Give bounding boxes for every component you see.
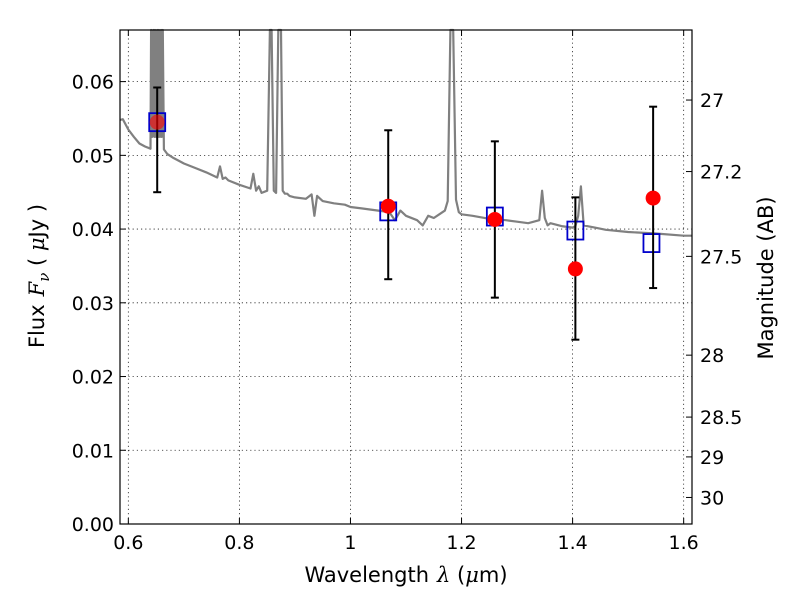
observed-flux-point bbox=[380, 198, 396, 214]
y2-tick-label: 28 bbox=[700, 345, 724, 367]
y2-tick-label: 27.5 bbox=[700, 246, 742, 268]
y-tick-label: 0.00 bbox=[72, 514, 114, 536]
y-tick-label: 0.06 bbox=[72, 72, 114, 94]
y2-tick-label: 28.5 bbox=[700, 407, 742, 429]
y-tick-label: 0.01 bbox=[72, 440, 114, 462]
y2-tick-label: 27.2 bbox=[700, 162, 742, 184]
y2-tick-label: 29 bbox=[700, 447, 724, 469]
x-tick-label: 0.8 bbox=[224, 532, 254, 554]
y-tick-label: 0.02 bbox=[72, 367, 114, 389]
y2-tick-label: 27 bbox=[700, 90, 724, 112]
model-spectrum bbox=[119, 28, 692, 237]
plot-frame bbox=[119, 29, 693, 525]
y2-axis-label: Magnitude (AB) bbox=[754, 196, 778, 359]
y-tick-label: 0.05 bbox=[72, 145, 114, 167]
x-tick-label: 1 bbox=[344, 532, 356, 554]
y-tick-label: 0.04 bbox=[72, 219, 114, 241]
data-points bbox=[148, 86, 661, 341]
observed-flux-point bbox=[645, 190, 661, 206]
observed-flux-point bbox=[149, 114, 165, 130]
observed-flux-point bbox=[487, 211, 503, 227]
model-photometry-square bbox=[642, 233, 661, 253]
y2-tick-label: 30 bbox=[700, 487, 724, 509]
x-axis-label: Wavelength λ (μm) bbox=[304, 563, 507, 587]
x-tick-label: 1.4 bbox=[557, 532, 587, 554]
x-tick-label: 1.2 bbox=[446, 532, 476, 554]
axes: 0.6 0.8 1 1.2 1.4 1.6 0.00 0.01 0.02 0.03 0.04 0.05… bbox=[72, 29, 742, 554]
grid bbox=[120, 30, 692, 524]
observed-flux-point bbox=[567, 261, 583, 277]
y-axis-label: FluxFν ( μJy ) bbox=[25, 204, 53, 348]
model-spectrum-line bbox=[119, 28, 692, 237]
y-tick-label: 0.03 bbox=[72, 293, 114, 315]
x-tick-label: 1.6 bbox=[669, 532, 699, 554]
x-tick-label: 0.6 bbox=[113, 532, 143, 554]
